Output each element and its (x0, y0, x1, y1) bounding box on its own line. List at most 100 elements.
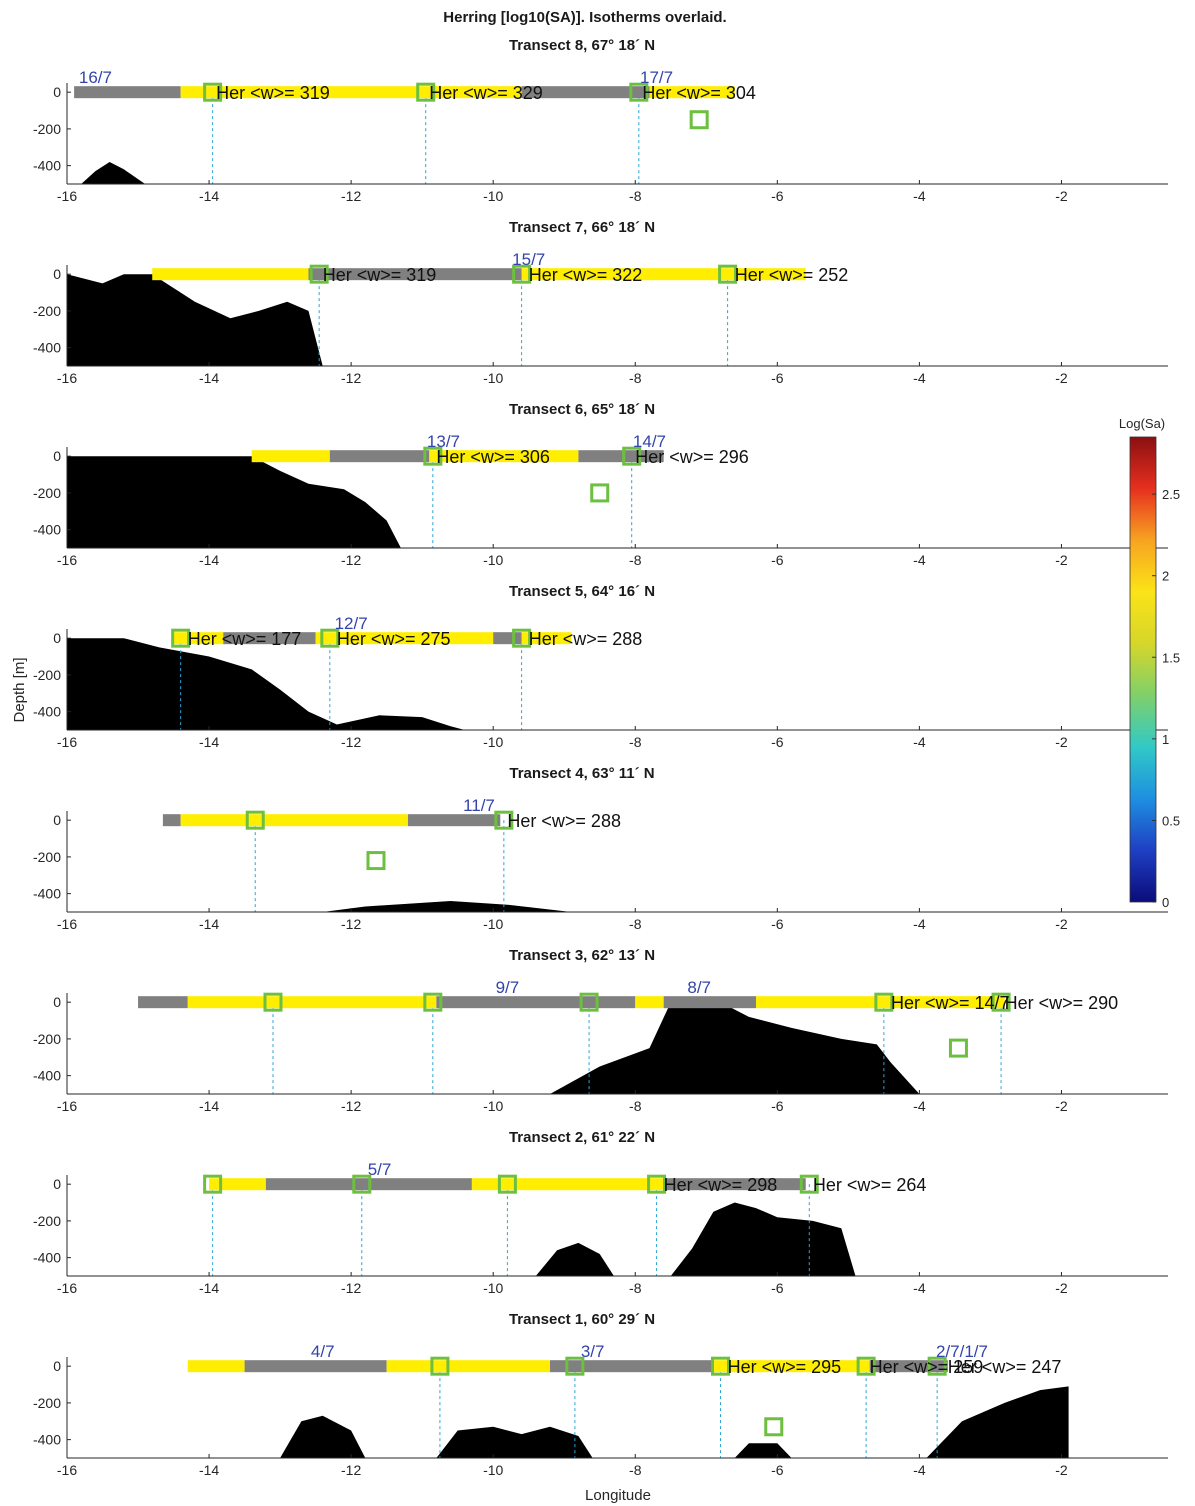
station-marker (579, 992, 599, 1012)
station-marker (856, 1356, 876, 1376)
station-marker (647, 1174, 667, 1194)
x-tick-label: -10 (483, 916, 503, 932)
date-label: 11/7 (463, 796, 495, 815)
x-tick-label: -12 (341, 1098, 361, 1114)
herring-weight-label: Her <w>= 329 (429, 83, 543, 103)
station-marker (416, 82, 436, 102)
track-segment-gray (493, 632, 522, 645)
panel-title: Transect 8, 67° 18´ N (509, 37, 655, 54)
seafloor-shape (280, 1386, 1069, 1458)
track-segment-yellow (429, 450, 579, 463)
colorbar-tick-label: 0.5 (1162, 813, 1180, 828)
station-marker (366, 851, 386, 871)
track-segment-yellow (209, 1178, 266, 1191)
x-tick-label: -4 (913, 734, 926, 750)
station-marker (423, 992, 443, 1012)
station-marker (874, 992, 894, 1012)
station-marker (565, 1356, 585, 1376)
track-segment-yellow (756, 996, 1005, 1009)
x-tick-label: -4 (913, 1462, 926, 1478)
y-tick-label: -200 (33, 1213, 61, 1229)
x-tick-label: -14 (199, 1098, 219, 1114)
colorbar-tick-label: 2.5 (1162, 487, 1180, 502)
station-marker (171, 628, 191, 648)
y-tick-label: -200 (33, 1395, 61, 1411)
date-label: 15/7 (512, 250, 545, 269)
y-axis-label: Depth [m] (11, 657, 28, 722)
station-marker (799, 1174, 819, 1194)
station-marker (320, 628, 340, 648)
track-segment-yellow (173, 632, 224, 645)
x-tick-label: -6 (771, 552, 784, 568)
y-tick-label: -200 (33, 667, 61, 683)
herring-weight-label: Her <w>= 295 (728, 1357, 842, 1377)
herring-weight-label: Her <w>= 306 (436, 447, 550, 467)
x-tick-label: -8 (629, 734, 642, 750)
x-tick-label: -2 (1055, 1098, 1068, 1114)
x-tick-label: -8 (629, 1462, 642, 1478)
x-tick-label: -14 (199, 370, 219, 386)
track-segment-yellow (180, 814, 408, 827)
track-segment-yellow (521, 632, 572, 645)
x-tick-label: -10 (483, 1098, 503, 1114)
date-label: 9/7 (496, 978, 520, 997)
station-marker (718, 264, 738, 284)
y-tick-label: -400 (33, 704, 61, 720)
x-tick-label: -16 (57, 1280, 77, 1296)
y-tick-label: -200 (33, 485, 61, 501)
panel-title: Transect 2, 61° 22´ N (509, 1129, 655, 1146)
y-tick-label: 0 (53, 84, 61, 100)
station-marker (590, 483, 610, 503)
seafloor-shape (67, 274, 323, 366)
date-label: 5/7 (368, 1160, 392, 1179)
x-tick-label: -6 (771, 188, 784, 204)
station-marker (203, 82, 223, 102)
seafloor-shape (81, 162, 146, 184)
date-label: 17/7 (640, 68, 673, 87)
track-segment-yellow (315, 632, 494, 645)
track-segment-yellow (635, 996, 664, 1009)
station-marker (927, 1356, 947, 1376)
seafloor-shape (322, 901, 572, 912)
herring-weight-label: Her <w>= 275 (337, 629, 451, 649)
y-tick-label: -400 (33, 340, 61, 356)
station-marker (622, 446, 642, 466)
y-tick-label: -200 (33, 1031, 61, 1047)
x-tick-label: -12 (341, 370, 361, 386)
x-axis-label: Longitude (585, 1487, 651, 1504)
panels: Transect 8, 67° 18´ N -16 -14 -12 -10 -8 -6 -4 -… (33, 37, 1168, 1478)
x-tick-label: -10 (483, 734, 503, 750)
herring-weight-label: Her <w>= 298 (664, 1175, 778, 1195)
x-tick-label: -6 (771, 734, 784, 750)
x-tick-label: -2 (1055, 188, 1068, 204)
y-tick-label: -200 (33, 121, 61, 137)
x-tick-label: -4 (913, 370, 926, 386)
herring-weight-label: Her <w>= 177 (188, 629, 302, 649)
station-marker (203, 1174, 223, 1194)
colorbar-ticks: 0 0.5 1 1.5 2 2.5 (1152, 487, 1180, 910)
track-segment-yellow (649, 86, 735, 99)
x-tick-label: -14 (199, 916, 219, 932)
panel-transect-5: Transect 5, 64° 16´ N -16 -14 -12 -10 -8 -6 -4 -… (33, 583, 1168, 750)
herring-weight-label: Her <w>= 247 (948, 1357, 1062, 1377)
panel-title: Transect 6, 65° 18´ N (509, 401, 655, 418)
herring-weight-label: Her <w>= 304 (642, 83, 756, 103)
x-tick-label: -10 (483, 1280, 503, 1296)
x-tick-label: -6 (771, 1098, 784, 1114)
date-label: 13/7 (427, 432, 460, 451)
y-tick-label: 0 (53, 1176, 61, 1192)
station-marker (245, 810, 265, 830)
panel-transect-4: Transect 4, 63° 11´ N -16 -14 -12 -10 -8 -6 -4 -… (33, 765, 1168, 932)
panel-title: Transect 3, 62° 13´ N (509, 947, 655, 964)
herring-weight-label: Her <w>= 252 (735, 265, 849, 285)
panel-transect-6: Transect 6, 65° 18´ N -16 -14 -12 -10 -8 -6 -4 -… (33, 401, 1168, 568)
track-segment-yellow (386, 1360, 551, 1373)
track-segment-yellow (187, 1360, 245, 1373)
x-tick-label: -16 (57, 734, 77, 750)
date-label: 14/7 (633, 432, 666, 451)
y-tick-label: 0 (53, 448, 61, 464)
track-segment-gray (162, 814, 181, 827)
station-marker (512, 628, 532, 648)
x-tick-label: -10 (483, 370, 503, 386)
